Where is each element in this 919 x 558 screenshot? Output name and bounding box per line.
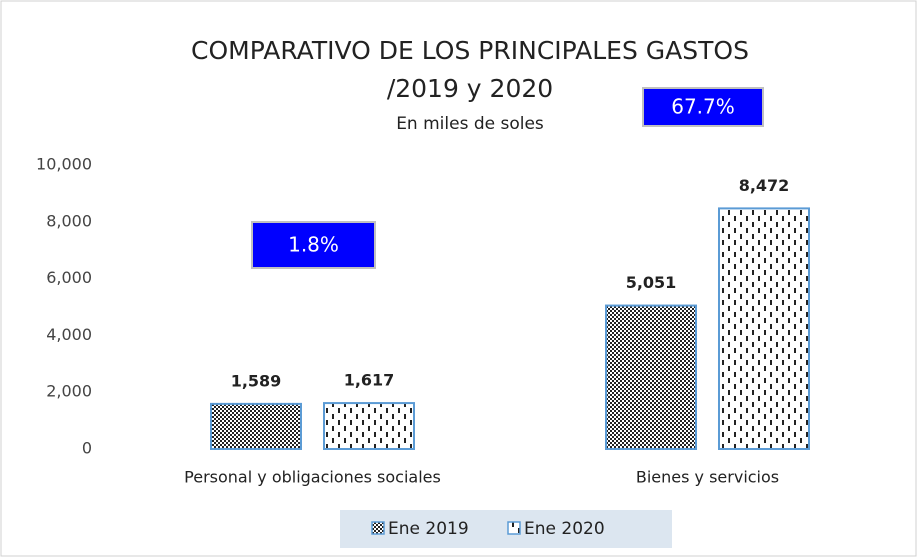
bar	[323, 402, 415, 451]
y-tick-label: 4,000	[46, 325, 92, 344]
x-tick-label: Personal y obligaciones sociales	[184, 468, 441, 487]
legend-swatch	[507, 521, 521, 535]
y-tick-label: 6,000	[46, 268, 92, 287]
chart-subtitle: En miles de soles	[396, 114, 544, 134]
legend-label: Ene 2019	[388, 519, 469, 539]
bar	[210, 402, 302, 451]
bar	[605, 304, 697, 450]
annotation-box	[642, 87, 764, 127]
x-tick-label: Bienes y servicios	[636, 468, 779, 487]
y-tick-label: 10,000	[36, 155, 92, 174]
data-label: 1,589	[231, 371, 282, 390]
bar	[718, 207, 810, 450]
annotation: 67.7%	[671, 95, 735, 119]
y-tick-label: 8,000	[46, 211, 92, 230]
data-label: 5,051	[626, 273, 677, 292]
legend-swatch	[371, 521, 385, 535]
data-label: 1,617	[344, 371, 395, 390]
annotation-box	[251, 221, 376, 269]
legend-label: Ene 2020	[524, 519, 605, 539]
chart-title: /2019 y 2020	[387, 74, 553, 103]
chart-title: COMPARATIVO DE LOS PRINCIPALES GASTOS	[191, 36, 749, 65]
y-tick-label: 2,000	[46, 382, 92, 401]
legend-box	[340, 510, 672, 548]
y-tick-label: 0	[82, 439, 92, 458]
annotation: 1.8%	[288, 233, 339, 257]
data-label: 8,472	[739, 176, 790, 195]
